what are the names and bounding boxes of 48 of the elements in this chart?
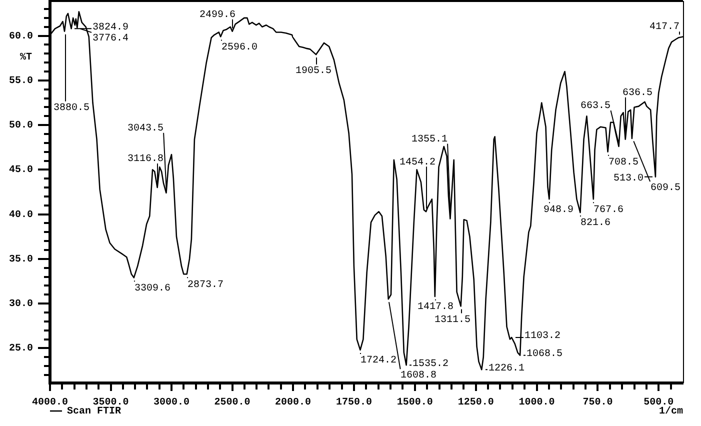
y-tick-label: 35.0	[8, 254, 33, 266]
annotation: 3043.5	[127, 124, 164, 135]
x-tick-label: 3000.0	[153, 398, 190, 409]
annotation: 1226.1	[488, 363, 525, 374]
y-tick-label: 25.0	[8, 344, 33, 355]
annotation: 3880.5	[53, 102, 90, 114]
x-tick-label: 4000.0	[32, 398, 68, 409]
annotation: 1103.2	[524, 331, 561, 342]
annotation: 1608.8	[400, 370, 437, 382]
x-tick-label: 750.0	[582, 398, 613, 409]
annotation: 2873.7	[187, 280, 224, 291]
annotation: 636.5	[622, 88, 653, 99]
y-tick-label: 60.0	[8, 31, 33, 42]
annotation: 3116.8	[127, 154, 164, 166]
annotation: 609.5	[650, 183, 681, 194]
annotation: 1905.5	[295, 66, 332, 78]
annotation: 767.6	[593, 204, 624, 216]
legend-label: Scan FTIR	[67, 406, 122, 418]
annotation: 1417.8	[417, 302, 454, 314]
y-tick-label: 50.0	[8, 120, 33, 132]
annotation: 3824.9	[92, 22, 129, 34]
x-tick-label: 2000.0	[274, 398, 312, 409]
y-axis-title: %T	[20, 52, 32, 64]
annotation: 2499.6	[199, 10, 236, 21]
annotation: 1535.2	[412, 358, 449, 370]
annotation: 1068.5	[526, 348, 563, 360]
annotation: 1454.2	[399, 157, 436, 168]
annotation: 1724.2	[360, 356, 397, 367]
x-tick-label: 1250.0	[458, 398, 494, 409]
x-tick-label: 1750.0	[336, 398, 372, 409]
annotation: 417.7	[649, 22, 680, 34]
annotation: 1311.5	[434, 314, 471, 326]
annotation: 948.9	[543, 204, 574, 216]
x-tick-label: 2500.0	[214, 398, 250, 409]
annotation: 3776.4	[92, 33, 129, 44]
annotation: 3309.6	[134, 283, 171, 294]
y-tick-label: 40.0	[8, 210, 33, 221]
y-tick-label: 30.0	[8, 299, 33, 310]
annotation: 1355.1	[411, 134, 448, 146]
annotation: 821.6	[580, 218, 611, 230]
annotation: 513.0	[613, 173, 644, 184]
annotation: 2596.0	[221, 42, 258, 54]
annotation: 708.5	[608, 157, 639, 168]
y-tick-label: 45.0	[8, 165, 33, 176]
x-tick-label: 1500.0	[396, 398, 433, 409]
y-tick-label: 55.0	[8, 76, 33, 87]
annotation: 663.5	[580, 101, 611, 112]
x-tick-label: 1000.0	[518, 398, 555, 409]
